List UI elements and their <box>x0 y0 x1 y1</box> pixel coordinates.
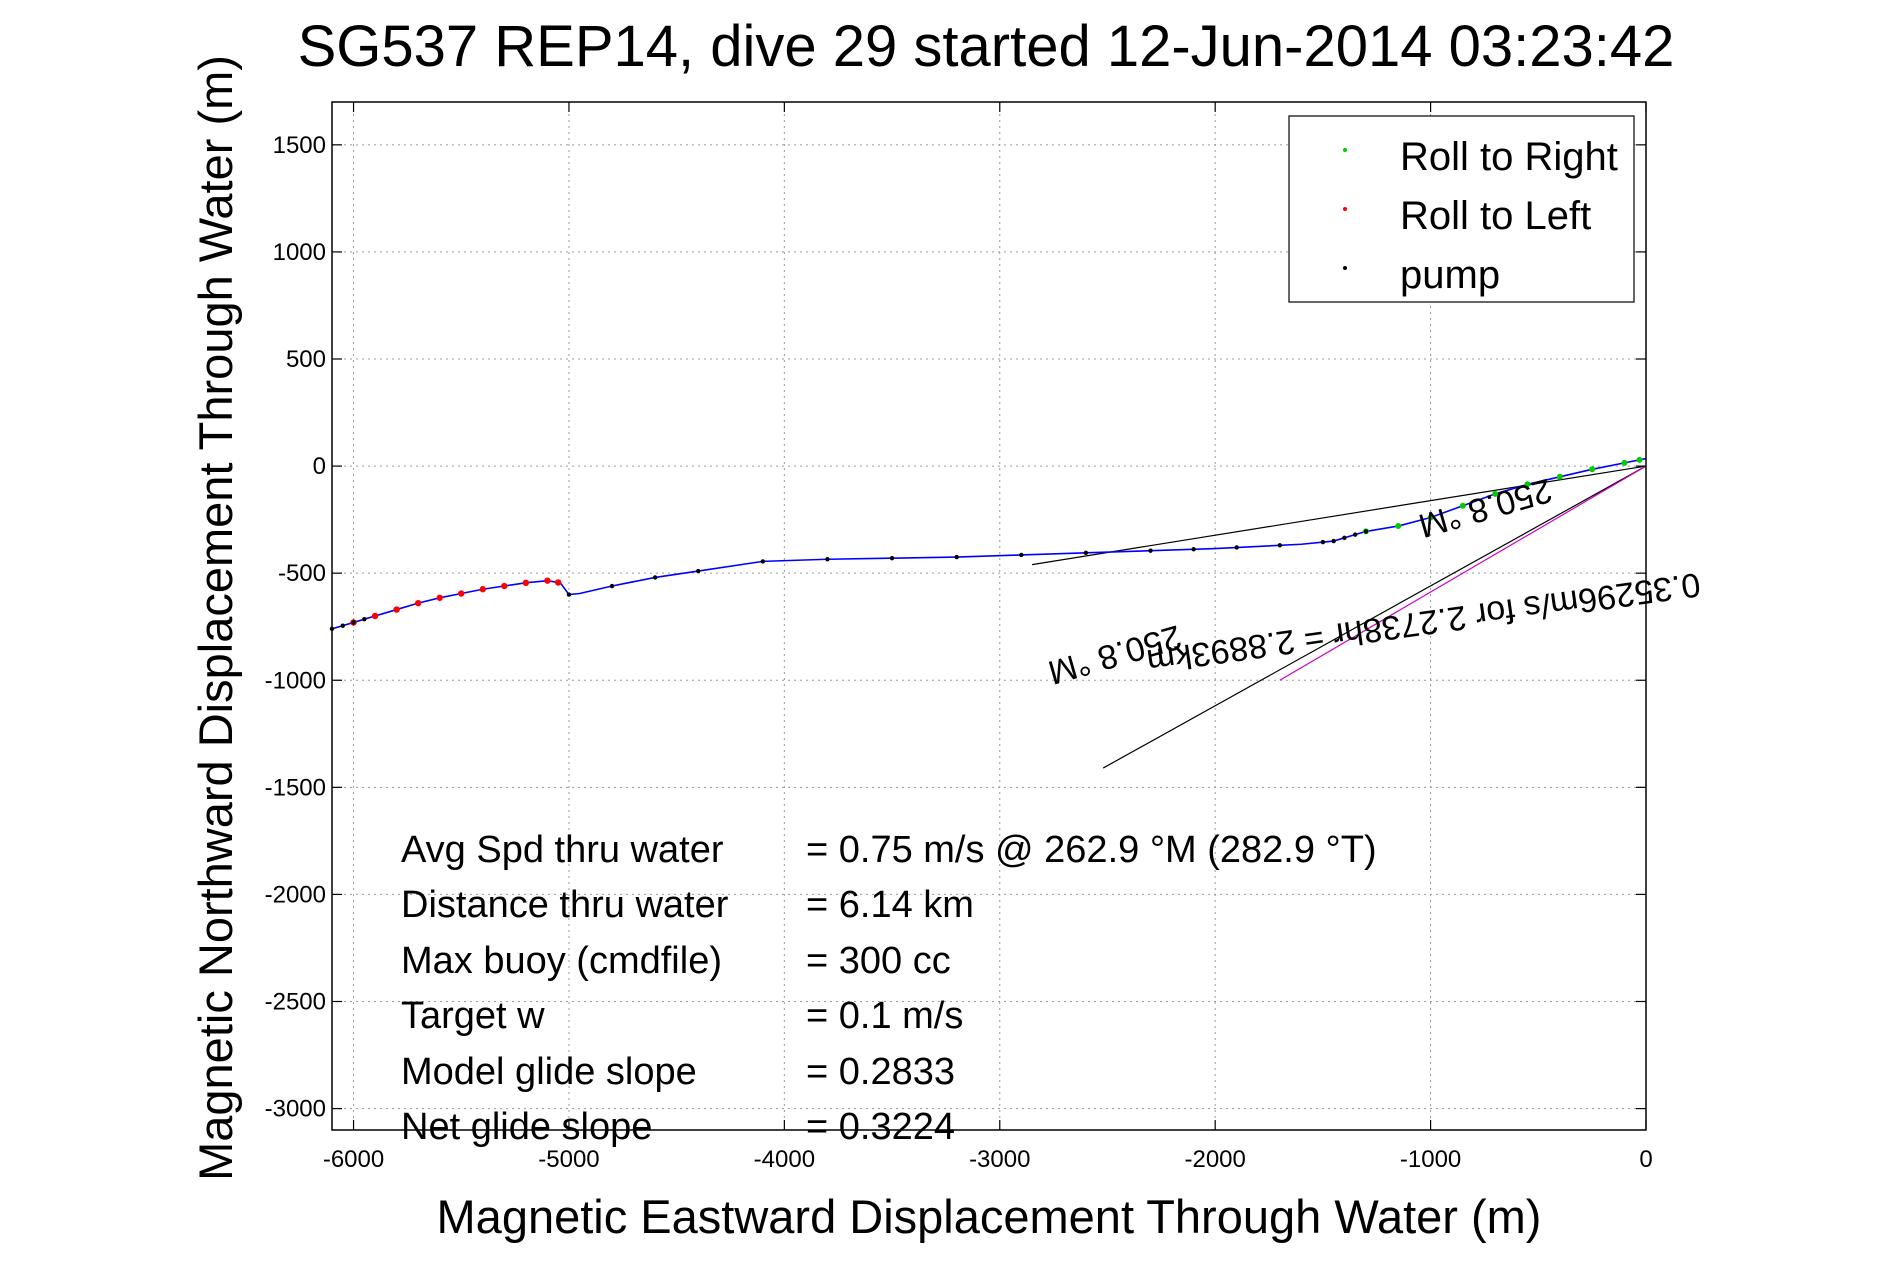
reference-line <box>1279 465 1647 681</box>
roll-left-point <box>522 579 530 587</box>
pump-point <box>1148 548 1153 553</box>
roll-right-point <box>1589 466 1596 473</box>
pump-point <box>825 557 830 562</box>
axis-ticks: -6000 -5000 -4000 -3000 -2000 -1000 0150010005… <box>265 102 1653 1173</box>
pump-point <box>1234 545 1239 550</box>
roll-left-point <box>554 579 562 586</box>
stat-value-model-glide-slope: = 0.2833 <box>806 1051 955 1093</box>
pump-point <box>1342 535 1347 541</box>
roll-left-point <box>501 582 508 590</box>
stat-value-avg-speed: = 0.75 m/s @ 262.9 °M (282.9 °T) <box>806 829 1377 871</box>
roll-left-point <box>479 586 486 593</box>
tick-label-x: -5000 <box>538 1146 599 1173</box>
legend: Roll to Right Roll to Left pump <box>1288 115 1635 303</box>
tick-label-x: -6000 <box>323 1146 384 1173</box>
pump-point <box>652 575 658 580</box>
pump-point <box>1331 538 1336 544</box>
legend-label-roll-right: Roll to Right <box>1400 135 1618 179</box>
reference-line <box>1031 465 1647 566</box>
tick-label-x: -2000 <box>1184 1146 1245 1173</box>
roll-right-point <box>1621 459 1628 466</box>
pump-point <box>1277 543 1283 548</box>
tick-label-y: -2000 <box>265 881 326 908</box>
legend-label-roll-left: Roll to Left <box>1400 194 1591 238</box>
y-axis-label: Magnetic Northward Displacement Through … <box>189 55 242 1181</box>
plot-frame <box>331 101 1647 1131</box>
pump-point <box>609 583 615 589</box>
roll-left-point <box>414 599 422 607</box>
legend-marker-roll-left <box>1343 207 1347 211</box>
roll-left-point <box>371 612 379 620</box>
track-line <box>331 457 1647 630</box>
pump-point <box>1352 532 1358 537</box>
roll-left-point <box>436 594 443 601</box>
dive-track <box>331 457 1647 630</box>
stat-label-distance: Distance thru water <box>401 884 729 926</box>
tick-label-y: -1500 <box>265 774 326 801</box>
pump-point <box>1083 550 1089 556</box>
stats-block: Avg Spd thru water = 0.75 m/s @ 262.9 °M… <box>401 829 1377 1148</box>
legend-marker-roll-right <box>1343 148 1347 152</box>
pump-point <box>1320 539 1326 545</box>
stat-value-max-buoy: = 300 cc <box>806 940 951 982</box>
pump-point <box>889 555 895 561</box>
tick-label-y: -3000 <box>265 1096 326 1123</box>
pump-point <box>1019 552 1024 558</box>
roll-left-point <box>458 590 465 597</box>
x-axis-label: Magnetic Eastward Displacement Through W… <box>437 1190 1542 1243</box>
roll-left-point <box>544 577 551 584</box>
stat-value-distance: = 6.14 km <box>806 884 974 926</box>
roll-right-point <box>1492 490 1499 497</box>
tick-label-x: 0 <box>1639 1146 1652 1173</box>
pump-point <box>1191 547 1196 552</box>
tick-label-x: -3000 <box>969 1146 1030 1173</box>
legend-marker-pump <box>1343 266 1347 270</box>
tick-label-y: 0 <box>313 453 326 480</box>
roll-right-point <box>1459 502 1466 509</box>
pump-point <box>695 568 701 574</box>
legend-label-pump: pump <box>1400 253 1500 297</box>
track-markers <box>329 456 1643 632</box>
roll-right-point <box>1395 523 1402 530</box>
stat-label-target-w: Target w <box>401 995 545 1037</box>
roll-right-point <box>1636 456 1643 463</box>
stat-value-target-w: = 0.1 m/s <box>806 995 963 1037</box>
tick-label-y: 500 <box>286 346 326 373</box>
pump-point <box>362 617 367 622</box>
roll-right-point <box>1556 473 1563 480</box>
tick-label-y: 1500 <box>273 132 326 159</box>
pump-point <box>760 559 766 564</box>
pump-point <box>351 620 356 625</box>
pump-point <box>1363 529 1369 534</box>
stat-label-max-buoy: Max buoy (cmdfile) <box>401 940 722 982</box>
tick-label-x: -1000 <box>1400 1146 1461 1173</box>
roll-right-point <box>1427 514 1434 521</box>
tick-label-y: -500 <box>278 560 326 587</box>
stat-label-avg-speed: Avg Spd thru water <box>401 829 724 871</box>
stat-label-net-glide-slope: Net glide slope <box>401 1106 652 1148</box>
roll-left-point <box>393 606 400 613</box>
tick-label-y: -2500 <box>265 989 326 1016</box>
pump-point <box>954 554 959 560</box>
pump-point <box>566 592 572 597</box>
stat-label-model-glide-slope: Model glide slope <box>401 1051 697 1093</box>
tick-label-x: -4000 <box>754 1146 815 1173</box>
pump-point <box>340 623 345 628</box>
reference-lines <box>1031 465 1647 769</box>
stat-value-net-glide-slope: = 0.3224 <box>806 1106 955 1148</box>
roll-right-point <box>1524 481 1531 488</box>
chart-title: SG537 REP14, dive 29 started 12-Jun-2014… <box>298 14 1675 79</box>
reference-line <box>1102 465 1647 769</box>
tick-label-y: 1000 <box>273 239 326 266</box>
tick-label-y: -1000 <box>265 667 326 694</box>
